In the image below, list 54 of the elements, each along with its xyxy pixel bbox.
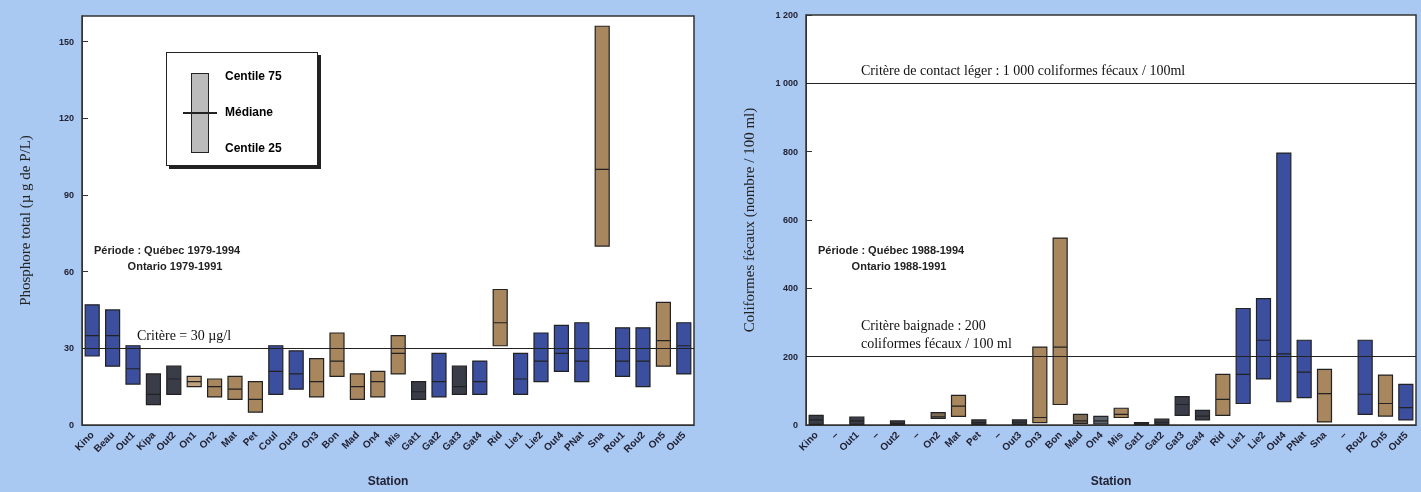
y-tick-label: 30 [63, 343, 74, 354]
x-tick-label: On1 [176, 428, 199, 451]
y-tick-label: 800 [782, 146, 798, 157]
ref-line-label: Critère = 30 µg/l [137, 327, 232, 343]
ref-line-label: Critère de contact léger : 1 000 coliformes fécaux / 100ml [860, 62, 1185, 78]
y-axis-title: Phosphore total (µ g de P/L) [16, 135, 34, 306]
x-tick-label: On3 [298, 428, 321, 451]
x-tick-label: Bon [1042, 429, 1064, 451]
x-tick-label: – [909, 428, 922, 441]
x-axis-title: Station [367, 474, 409, 488]
y-tick-label: 400 [782, 283, 798, 294]
x-tick-label: On3 [1021, 428, 1044, 451]
x-tick-label: Mis [1105, 428, 1125, 449]
x-tick-label: Kipa [134, 428, 158, 453]
x-tick-label: Mat [941, 428, 963, 450]
annotation: Période : Québec 1988-1994 Ontario 1988-1991 [817, 244, 965, 273]
x-tick-label: Lie1 [1224, 428, 1247, 452]
x-tick-label: On2 [196, 428, 219, 451]
y-tick-label: 120 [58, 113, 74, 124]
x-tick-label: Rid [484, 429, 505, 449]
x-tick-label: On5 [1367, 428, 1390, 451]
x-tick-label: Mis [382, 428, 403, 449]
y-tick-label: 0 [68, 420, 74, 430]
y-axis-title: Coliformes fécaux (nombre / 100 ml) [740, 107, 757, 333]
x-tick-label: On5 [645, 428, 668, 451]
y-tick-label: 150 [58, 36, 74, 47]
y-tick-label: 0 [792, 420, 798, 430]
x-tick-label: Rid [1207, 429, 1227, 449]
y-tick-label: 1 200 [774, 10, 798, 20]
x-tick-label: – [1336, 428, 1349, 441]
y-tick-label: 90 [63, 189, 74, 200]
x-tick-label: On2 [920, 428, 942, 451]
y-tick-label: 60 [63, 266, 74, 277]
y-tick-label: 200 [782, 351, 798, 362]
annotation: Centile 75 [225, 69, 282, 83]
x-tick-label: – [828, 428, 841, 441]
annotation: Centile 25 [225, 141, 282, 155]
key-box: Centile 75 Médiane Centile 25 [166, 52, 318, 166]
y-tick-label: 600 [782, 215, 798, 225]
x-tick-label: Sna [1307, 428, 1329, 450]
ref-line-label: Critère baignade : 200 coliformes fécaux / 100 ml [860, 318, 1012, 352]
annotation: Médiane [225, 105, 274, 119]
x-tick-label: – [990, 428, 1003, 441]
x-tick-label: Mat [218, 428, 240, 450]
x-tick-label: Bon [319, 429, 341, 451]
x-tick-label: On4 [1082, 428, 1105, 451]
annotation: Période : Québec 1979-1994 Ontario 1979-1991 [94, 244, 242, 273]
y-tick-label: 1 000 [774, 78, 798, 89]
x-axis-title: Station [1090, 474, 1131, 488]
x-tick-label: Lie1 [502, 428, 525, 452]
x-tick-label: Pet [240, 428, 260, 448]
x-tick-label: – [868, 428, 881, 441]
x-tick-label: Pet [963, 428, 983, 448]
x-tick-label: On4 [360, 428, 382, 451]
